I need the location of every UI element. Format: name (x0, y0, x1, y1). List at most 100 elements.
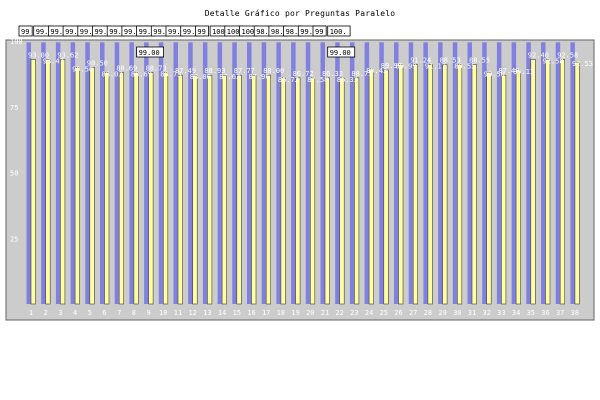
boxed-label-frame (136, 46, 165, 58)
bar-secondary (324, 77, 330, 305)
boxed-label-text: 98. (286, 28, 299, 36)
bar-primary (511, 42, 517, 304)
data-label: 88.55 (469, 57, 490, 65)
x-tick-label: 17 (262, 309, 270, 317)
boxed-label-text: 99.00 (330, 49, 351, 57)
bar-primary (452, 42, 458, 304)
y-tick-label: 75 (10, 104, 18, 112)
boxed-label-text: 99.50 (124, 28, 145, 36)
bar-secondary (339, 77, 345, 305)
x-tick-label: 20 (306, 309, 314, 317)
data-label: 89.43 (366, 67, 387, 75)
data-label: 87.49 (175, 67, 196, 75)
boxed-label-text: 99. (109, 28, 122, 36)
boxed-label-text: 100 (227, 28, 240, 36)
x-tick-label: 30 (453, 309, 461, 317)
data-label: 88.73 (146, 65, 167, 73)
bar-primary (247, 42, 252, 304)
boxed-label-text: 99 (315, 28, 323, 36)
bar-secondary (456, 64, 463, 305)
bar-primary (173, 42, 178, 304)
bar-secondary (574, 61, 580, 305)
data-label: 88.75 (351, 70, 372, 78)
x-tick-label: 27 (409, 309, 417, 317)
x-tick-label: 1 (29, 309, 33, 317)
x-tick-label: 32 (482, 309, 490, 317)
bar-secondary (486, 72, 492, 305)
boxed-label-text: 100 (212, 28, 225, 36)
data-label: 87.58 (307, 76, 328, 84)
data-label: 88.69 (131, 71, 152, 79)
x-tick-label: 31 (468, 309, 476, 317)
bar-secondary (118, 72, 124, 305)
boxed-label-text: 99.00 (139, 49, 160, 57)
bar-secondary (89, 67, 95, 305)
boxed-value-label: 99.00 (136, 46, 165, 58)
y-tick-label: 25 (10, 235, 18, 243)
bar-secondary (559, 59, 566, 305)
bar-primary (232, 42, 237, 304)
x-tick-label: 13 (203, 309, 211, 317)
data-label: 89.55 (454, 63, 475, 71)
data-label: 91.24 (410, 57, 431, 65)
bar-primary (438, 42, 443, 304)
bar-secondary (192, 74, 198, 305)
x-tick-label: 29 (438, 309, 446, 317)
x-tick-label: 33 (497, 309, 505, 317)
bar-secondary (295, 77, 301, 305)
bar-secondary (207, 74, 213, 305)
bar-primary (555, 42, 561, 304)
bar-primary (541, 42, 546, 304)
boxed-value-label: 99 (18, 25, 33, 37)
boxed-label-text: 100. (330, 28, 347, 36)
bar-primary (129, 42, 134, 304)
bar-secondary (221, 74, 227, 305)
bar-primary (379, 42, 384, 304)
x-tick-label: 21 (321, 309, 329, 317)
bar-secondary (133, 72, 139, 305)
boxed-label-text: 98. (256, 28, 269, 36)
bar-secondary (309, 77, 316, 305)
bar-secondary (265, 74, 272, 305)
bar-primary (320, 42, 325, 304)
bar-primary (349, 42, 355, 304)
bar-primary (55, 42, 61, 304)
data-label: 88.93 (204, 67, 225, 75)
data-label: 88.69 (116, 65, 137, 73)
data-label: 91.17 (425, 63, 446, 71)
boxed-label-frame (18, 25, 33, 37)
data-label: 86.72 (278, 76, 299, 84)
boxed-value-label: 99 (194, 25, 209, 37)
x-tick-label: 15 (233, 309, 241, 317)
bar-primary (394, 42, 399, 304)
bar-secondary (104, 72, 110, 305)
data-label: 93.00 (28, 51, 49, 59)
data-label: 86.33 (322, 70, 343, 78)
bar-secondary (412, 64, 419, 305)
bar-secondary (545, 59, 551, 305)
data-label: 90.50 (72, 65, 93, 73)
x-tick-label: 19 (291, 309, 299, 317)
bar-secondary (163, 72, 169, 305)
boxed-label-text: 99. (36, 28, 49, 36)
x-tick-label: 11 (174, 309, 182, 317)
data-label: 93.62 (57, 51, 78, 59)
bar-primary (100, 42, 105, 304)
data-label: 88.73 (160, 71, 181, 79)
x-tick-label: 28 (424, 309, 432, 317)
data-label: 86.33 (337, 76, 358, 84)
bar-primary (482, 42, 487, 304)
boxed-label-text: 99. (183, 28, 196, 36)
boxed-label-text: 99. (153, 28, 166, 36)
bar-secondary (383, 69, 389, 305)
bar-primary (291, 42, 296, 304)
bar-primary (217, 42, 223, 304)
bar-secondary (368, 68, 374, 305)
data-label: 92.40 (528, 51, 549, 59)
bar-primary (305, 42, 311, 304)
data-label: 88.53 (440, 57, 461, 65)
data-label: 93.47 (43, 57, 64, 65)
boxed-label-frame (327, 25, 351, 37)
boxed-label-text: 99. (139, 28, 152, 36)
bar-secondary (177, 74, 183, 305)
